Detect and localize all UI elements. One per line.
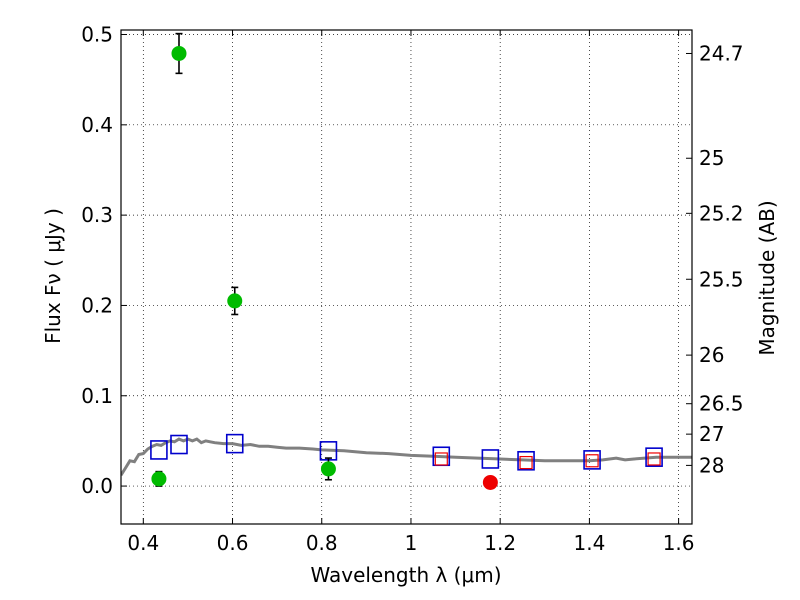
flux-point — [482, 474, 498, 490]
right-tick-label: 27 — [699, 422, 724, 446]
plot-frame — [120, 29, 693, 525]
flux-point — [171, 45, 187, 61]
series-group — [121, 32, 692, 490]
model-band-inner-marker — [519, 455, 533, 470]
right-tick-label: 28 — [699, 453, 724, 477]
model-band-inner-marker — [647, 452, 661, 466]
y-tick-label: 0.1 — [81, 384, 113, 408]
right-tick-label: 26 — [699, 343, 724, 367]
right-tick-label: 25 — [699, 146, 724, 170]
model-band-marker — [583, 450, 601, 470]
grid — [121, 30, 692, 524]
y-tick-label: 0.5 — [81, 23, 113, 47]
y-axis-label: Flux Fν ( μJy ) — [41, 208, 65, 344]
right-tick-label: 25.5 — [699, 267, 744, 291]
y-tick-label: 0.2 — [81, 293, 113, 317]
right-tick-label: 26.5 — [699, 392, 744, 416]
flux-point — [151, 471, 167, 487]
model-band-marker — [645, 447, 663, 467]
x-tick-label: 0.6 — [217, 531, 249, 555]
y-tick-label: 0.4 — [81, 113, 113, 137]
x-axis-label: Wavelength λ (μm) — [310, 563, 501, 587]
x-tick-label: 1.4 — [573, 531, 605, 555]
x-tick-label: 1.6 — [663, 531, 695, 555]
flux-point — [320, 461, 336, 477]
flux-point — [227, 293, 243, 309]
model-band-marker — [481, 449, 500, 469]
axis-ticks: 0.4 0.6 0.8 1 1.2 1.4 1.6 0.0 0.1 0.2 0.3 0.4 0.5 24.… — [81, 23, 743, 555]
right-tick-label: 24.7 — [699, 41, 744, 65]
plot-area — [121, 32, 692, 490]
model-spectrum-line — [121, 437, 692, 476]
model-band-inner-marker — [434, 452, 448, 466]
model-band-marker — [150, 440, 168, 460]
y-tick-label: 0.0 — [81, 474, 113, 498]
model-band-marker — [517, 450, 535, 471]
x-tick-label: 0.8 — [306, 531, 338, 555]
model-band-marker — [225, 433, 244, 454]
y-tick-label: 0.3 — [81, 203, 113, 227]
right-axis-label: Magnitude (AB) — [755, 200, 779, 355]
right-tick-label: 25.2 — [699, 201, 744, 225]
model-band-marker — [170, 434, 188, 455]
axis-labels: Wavelength λ (μm) Flux Fν ( μJy ) Magnit… — [41, 200, 779, 587]
x-tick-label: 0.4 — [127, 531, 159, 555]
x-tick-label: 1 — [405, 531, 418, 555]
model-band-inner-marker — [585, 454, 599, 468]
x-tick-label: 1.2 — [484, 531, 516, 555]
